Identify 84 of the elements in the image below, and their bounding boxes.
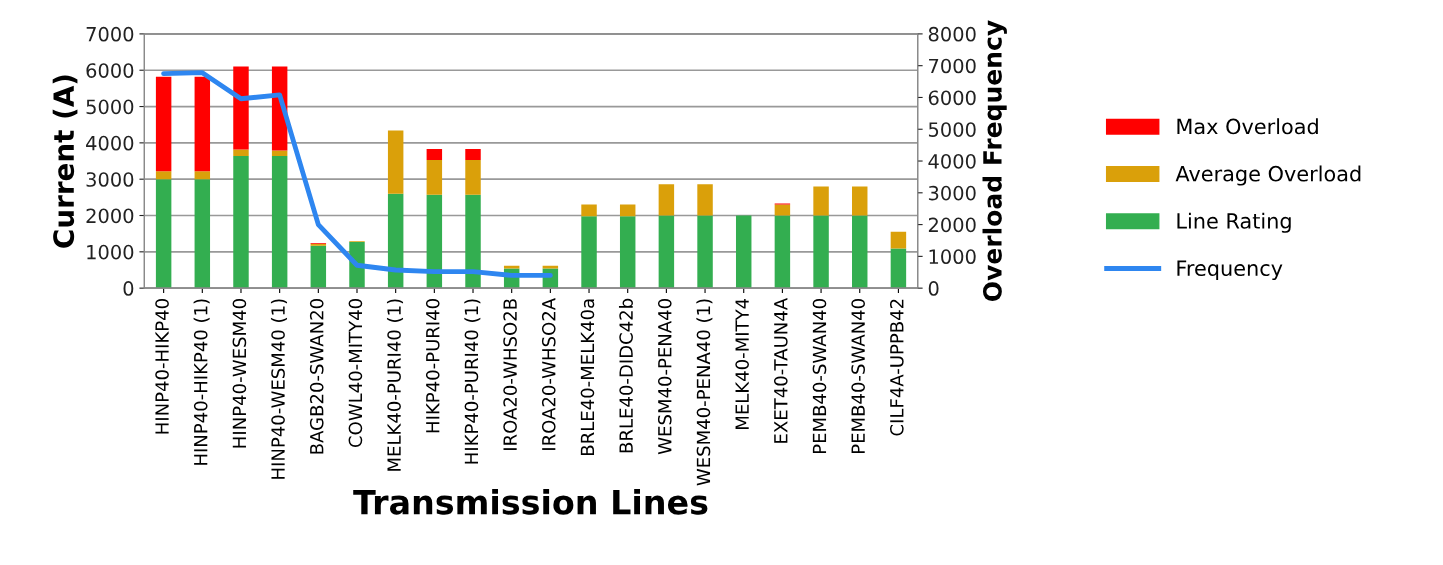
x-tick-label: WESM40-PENA40 [657, 299, 672, 455]
y-tick-label: 7000 [86, 26, 134, 42]
x-tick-label: WESM40-PENA40 (1) [696, 299, 713, 486]
y2-tick-label: 6000 [928, 90, 976, 106]
bar [233, 155, 249, 289]
bar [194, 179, 211, 289]
y-tick-label: 2000 [86, 208, 134, 224]
x-tick-label: BAGB20-SWAN20 [309, 299, 324, 454]
bar [194, 76, 211, 172]
bar [155, 179, 172, 289]
x-tick-label: HINP40-HIKP40 (1) [193, 299, 210, 465]
bar [503, 265, 520, 269]
bar [619, 204, 636, 217]
y-tick-label: 0 [123, 281, 134, 296]
bar [426, 159, 443, 195]
x-tick-label: HINP40-HIKP40 [155, 299, 169, 434]
legend-label: Frequency [1177, 260, 1283, 281]
y2-tick-label: 2000 [928, 217, 976, 233]
y-tick-label: 6000 [86, 63, 134, 78]
bar [658, 215, 675, 289]
bar [619, 216, 636, 289]
bar [271, 150, 288, 156]
y-tick-label: 4000 [86, 135, 134, 151]
bar [387, 130, 404, 194]
x-tick-label: BRLE40-DIDC42b [618, 298, 633, 453]
x-tick-label: PEMB40-SWAN40 [812, 299, 827, 454]
bar [813, 186, 829, 216]
bar [465, 149, 481, 160]
bar [852, 215, 868, 289]
x-axis-title: Transmission Lines [353, 488, 708, 515]
y2-tick-label: 5000 [928, 122, 976, 137]
bar [155, 171, 172, 180]
y2-tick-label: 0 [928, 281, 939, 296]
bar [581, 216, 597, 289]
bar [890, 231, 907, 249]
bar [658, 184, 675, 216]
y2-tick-label: 1000 [929, 249, 976, 265]
legend-label: Average Overload [1175, 165, 1361, 186]
bar [310, 245, 327, 289]
y-tick-label: 5000 [86, 99, 134, 115]
bar [774, 215, 791, 289]
bar [735, 215, 752, 289]
line-series [161, 70, 553, 278]
y2-axis-title: Overload Frequency [982, 20, 1007, 301]
bar [465, 159, 481, 195]
bar [697, 215, 713, 289]
bar [271, 155, 288, 289]
bar [542, 265, 559, 269]
x-tick-label: HINP40-WESM40 [232, 299, 247, 448]
legend-label: Max Overload [1177, 118, 1318, 135]
x-tick-label: IROA20-WHSO2B [503, 299, 517, 450]
bar [426, 149, 443, 160]
bar [581, 204, 597, 217]
bar [233, 149, 249, 156]
bar [233, 66, 249, 150]
x-tick-label: HIKP40-PURI40 [425, 299, 440, 433]
x-tick-label: IROA20-WHSO2A [541, 298, 556, 450]
bar [852, 186, 868, 216]
x-tick-label: BRLE40-MELK40a [580, 299, 595, 455]
bar [465, 194, 481, 289]
bar [194, 171, 211, 180]
bar [426, 194, 443, 289]
bar [813, 215, 829, 289]
x-tick-label: COWL40-MITY40 [348, 299, 363, 448]
y2-tick-label: 3000 [928, 185, 976, 201]
legend-label: Line Rating [1177, 212, 1291, 233]
y-tick-label: 1000 [87, 244, 134, 260]
x-tick-label: PEMB40-SWAN40 [851, 299, 865, 454]
y2-tick-label: 8000 [928, 26, 976, 42]
x-tick-label: MELK40-MITY4 [735, 298, 749, 429]
x-tick-label: EXET40-TAUN4A [773, 298, 788, 443]
y2-tick-label: 4000 [928, 153, 976, 169]
x-tick-label: HINP40-WESM40 (1) [270, 299, 288, 479]
y-tick-label: 3000 [86, 172, 134, 187]
x-tick-label: CILF4A-UPPB42 [889, 299, 904, 436]
y-axis-title: Current (A) [52, 75, 78, 248]
x-tick-label: MELK40-PURI40 (1) [386, 299, 404, 471]
bar [387, 193, 404, 289]
bar [774, 204, 791, 216]
bar [155, 76, 172, 172]
bar [890, 248, 907, 289]
bar [697, 184, 713, 216]
y2-tick-label: 7000 [929, 58, 976, 74]
x-tick-label: HIKP40-PURI40 (1) [464, 299, 481, 464]
